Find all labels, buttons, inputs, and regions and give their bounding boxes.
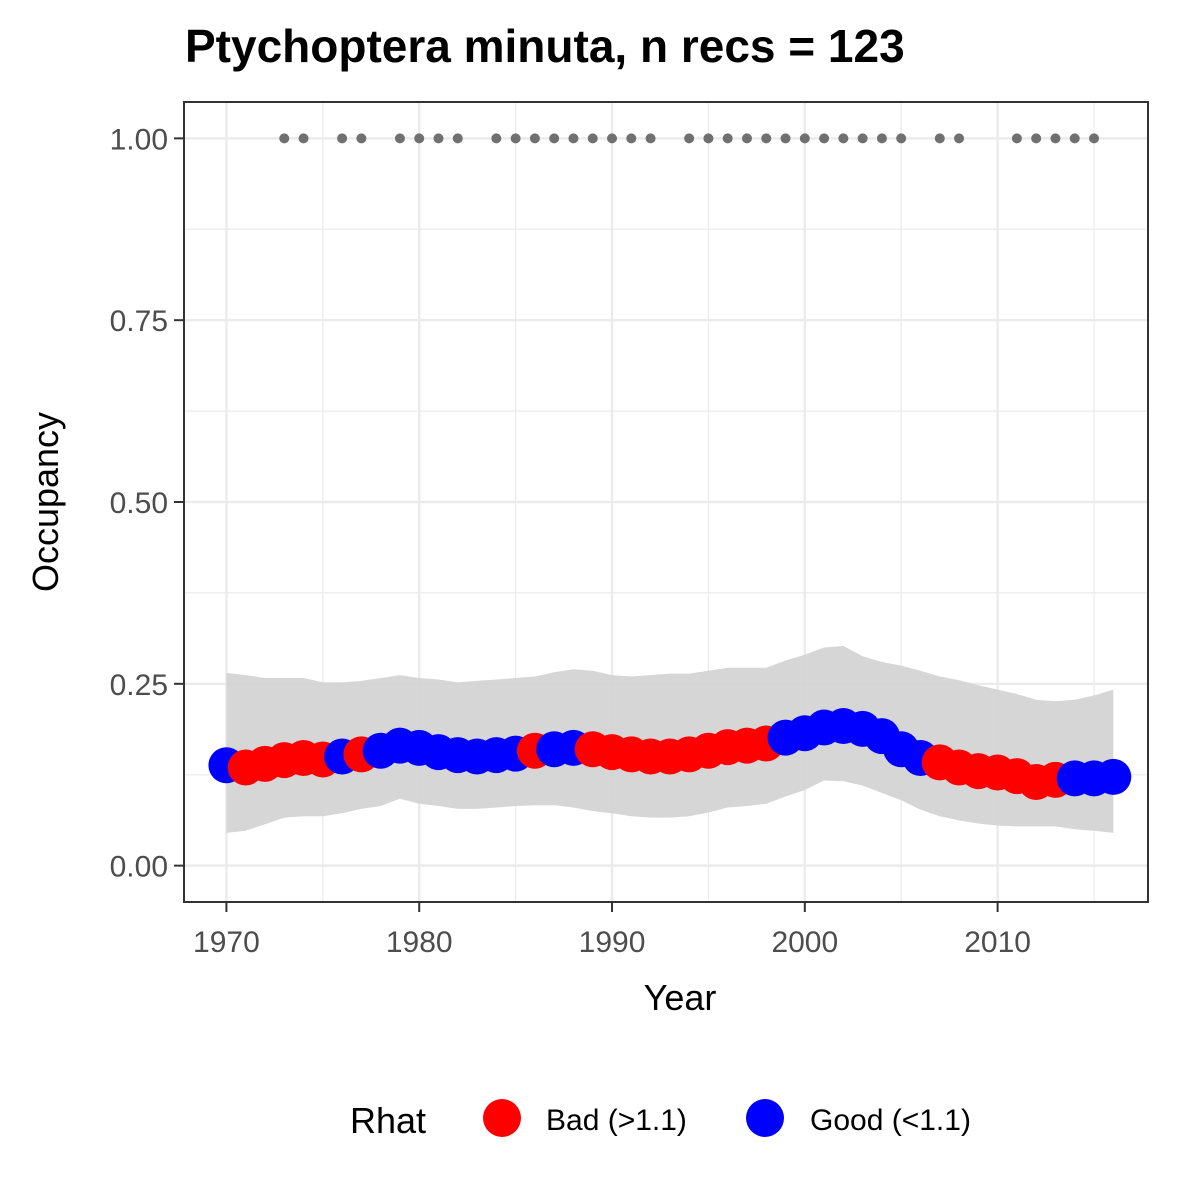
- y-tick-label: 0.75: [110, 305, 168, 338]
- chart-title: Ptychoptera minuta, n recs = 123: [185, 20, 905, 72]
- record-point: [279, 133, 290, 144]
- y-axis: 0.00 0.25 0.50 0.75 1.00: [110, 123, 184, 884]
- y-tick-label: 1.00: [110, 123, 168, 156]
- legend-label-bad: Bad (>1.1): [546, 1104, 687, 1137]
- record-point: [1089, 133, 1100, 144]
- record-point: [934, 133, 945, 144]
- record-point: [1031, 133, 1042, 144]
- y-tick-label: 0.50: [110, 487, 168, 520]
- record-point: [626, 133, 637, 144]
- legend-label-good: Good (<1.1): [810, 1104, 971, 1137]
- record-point: [838, 133, 849, 144]
- record-point: [645, 133, 656, 144]
- x-tick-label: 1980: [386, 926, 453, 959]
- record-point: [491, 133, 502, 144]
- record-point: [896, 133, 907, 144]
- record-point: [741, 133, 752, 144]
- legend-key-good: [746, 1099, 784, 1137]
- x-axis: 1970 1980 1990 2000 2010: [193, 902, 1031, 959]
- record-point: [684, 133, 695, 144]
- x-tick-label: 1990: [579, 926, 646, 959]
- record-point: [722, 133, 733, 144]
- record-points: [279, 133, 1100, 144]
- record-point: [452, 133, 463, 144]
- legend: Rhat Bad (>1.1) Good (<1.1): [350, 1099, 971, 1141]
- record-point: [414, 133, 425, 144]
- record-point: [298, 133, 309, 144]
- record-point: [1050, 133, 1061, 144]
- x-tick-label: 1970: [193, 926, 260, 959]
- legend-title: Rhat: [350, 1100, 426, 1141]
- occupancy-point: [1095, 758, 1132, 795]
- y-tick-label: 0.25: [110, 669, 168, 702]
- x-tick-label: 2000: [771, 926, 838, 959]
- record-point: [510, 133, 521, 144]
- x-axis-title: Year: [644, 977, 717, 1018]
- record-point: [529, 133, 540, 144]
- record-point: [549, 133, 560, 144]
- record-point: [761, 133, 772, 144]
- record-point: [703, 133, 714, 144]
- record-point: [857, 133, 868, 144]
- y-axis-title: Occupancy: [25, 412, 66, 592]
- record-point: [337, 133, 348, 144]
- record-point: [568, 133, 579, 144]
- record-point: [819, 133, 830, 144]
- record-point: [780, 133, 791, 144]
- x-tick-label: 2010: [964, 926, 1031, 959]
- record-point: [876, 133, 887, 144]
- y-tick-label: 0.00: [110, 851, 168, 884]
- record-point: [1011, 133, 1022, 144]
- occupancy-points: [208, 708, 1132, 800]
- legend-key-bad: [483, 1099, 521, 1137]
- record-point: [799, 133, 810, 144]
- record-point: [607, 133, 618, 144]
- record-point: [394, 133, 405, 144]
- record-point: [587, 133, 598, 144]
- record-point: [356, 133, 367, 144]
- record-point: [1069, 133, 1080, 144]
- record-point: [433, 133, 444, 144]
- record-point: [954, 133, 965, 144]
